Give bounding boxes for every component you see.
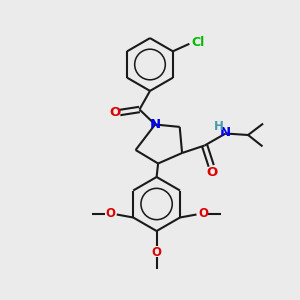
Text: O: O: [206, 166, 218, 179]
Text: O: O: [198, 207, 208, 220]
Text: O: O: [109, 106, 120, 119]
Text: N: N: [149, 118, 161, 131]
Text: O: O: [105, 207, 115, 220]
Text: H: H: [214, 120, 224, 134]
Text: N: N: [220, 126, 231, 139]
Text: O: O: [152, 246, 162, 259]
Text: Cl: Cl: [191, 36, 205, 49]
